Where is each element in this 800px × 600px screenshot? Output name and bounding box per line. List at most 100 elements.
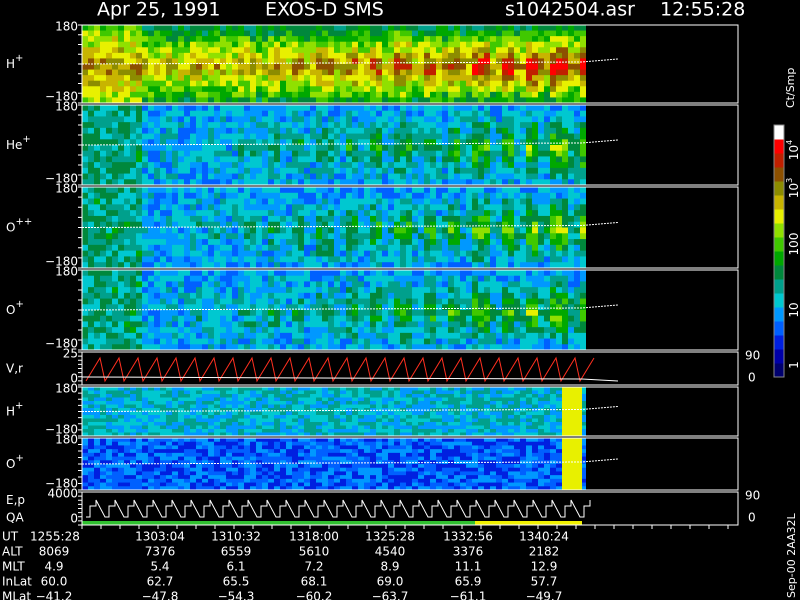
spectrogram-cell <box>358 256 364 263</box>
spectrogram-cell <box>418 127 424 135</box>
spectrogram-cell <box>184 41 190 48</box>
spectrogram-cell <box>94 116 100 123</box>
spectrogram-cell <box>514 192 520 200</box>
spectrogram-cell <box>244 58 250 65</box>
spectrogram-cell <box>496 36 502 43</box>
spectrogram-cell <box>490 281 496 288</box>
spectrogram-cell <box>526 275 532 282</box>
spectrogram-cell <box>142 344 148 351</box>
spectrogram-cell <box>256 187 262 194</box>
spectrogram-cell <box>466 270 472 277</box>
spectrogram-cell <box>490 262 496 269</box>
spectrogram-cell <box>88 145 94 152</box>
spectrogram-cell <box>442 227 448 234</box>
spectrogram-cell <box>460 156 466 163</box>
spectrogram-cell <box>316 292 322 300</box>
spectrogram-cell <box>244 275 250 282</box>
spectrogram-cell <box>112 64 118 71</box>
spectrogram-cell <box>430 162 436 169</box>
spectrogram-cell <box>232 116 238 123</box>
spectrogram-cell <box>262 30 268 37</box>
spectrogram-cell <box>388 133 394 140</box>
spectrogram-cell <box>280 192 286 200</box>
spectrogram-cell <box>346 338 352 345</box>
spectrogram-cell <box>316 227 322 234</box>
spectrogram-cell <box>370 310 376 317</box>
spectrogram-cell <box>382 198 388 205</box>
spectrogram-cell <box>100 394 106 398</box>
spectrogram-cell <box>388 30 394 37</box>
spectrogram-cell <box>430 315 436 322</box>
spectrogram-cell <box>454 287 460 294</box>
spectrogram-cell <box>196 52 202 59</box>
spectrogram-cell <box>544 210 550 217</box>
spectrogram-cell <box>190 58 196 65</box>
spectrogram-cell <box>346 227 352 234</box>
spectrogram-cell <box>226 162 232 169</box>
spectrogram-cell <box>550 221 556 228</box>
spectrogram-cell <box>256 321 262 328</box>
spectrogram-cell <box>94 394 100 398</box>
spectrogram-cell <box>574 221 580 228</box>
spectrogram-cell <box>112 41 118 48</box>
spectrogram-cell <box>328 80 334 87</box>
spectrogram-cell <box>82 233 88 240</box>
spectrogram-cell <box>268 227 274 234</box>
spectrogram-cell <box>514 25 520 32</box>
spectrogram-cell <box>148 69 154 76</box>
spectrogram-cell <box>412 221 418 228</box>
spectrogram-cell <box>340 127 346 135</box>
spectrogram-cell <box>400 327 406 334</box>
spectrogram-cell <box>550 86 556 93</box>
spectrogram-cell <box>310 270 316 277</box>
spectrogram-cell <box>334 250 340 257</box>
spectrogram-cell <box>112 418 118 423</box>
spectrogram-cell <box>364 36 370 43</box>
spectrogram-cell <box>334 270 340 277</box>
spectrogram-cell <box>208 304 214 311</box>
spectrogram-cell <box>406 30 412 37</box>
spectrogram-cell <box>550 91 556 98</box>
spectrogram-cell <box>424 270 430 277</box>
spectrogram-cell <box>466 179 472 186</box>
spectrogram-cell <box>322 204 328 211</box>
spectrogram-cell <box>538 187 544 194</box>
spectrogram-cell <box>238 25 244 32</box>
spectrogram-cell <box>412 250 418 257</box>
spectrogram-cell <box>94 327 100 334</box>
spectrogram-cell <box>430 86 436 93</box>
spectrogram-cell <box>442 327 448 334</box>
spectrogram-cell <box>88 221 94 228</box>
spectrogram-cell <box>82 275 88 282</box>
spectrogram-cell <box>376 215 382 223</box>
spectrogram-cell <box>478 133 484 140</box>
spectrogram-cell <box>106 127 112 135</box>
spectrogram-cell <box>100 198 106 205</box>
spectrogram-cell <box>550 262 556 269</box>
spectrogram-cell <box>166 256 172 263</box>
spectrogram-cell <box>502 250 508 257</box>
spectrogram-cell <box>250 52 256 59</box>
spectrogram-cell <box>322 198 328 205</box>
spectrogram-cell <box>124 394 130 398</box>
spectrogram-cell <box>106 404 112 409</box>
spectrogram-cell <box>94 239 100 246</box>
spectrogram-cell <box>562 167 568 175</box>
spectrogram-cell <box>304 275 310 282</box>
spectrogram-cell <box>412 304 418 311</box>
spectrogram-cell <box>166 250 172 257</box>
spectrogram-cell <box>232 187 238 194</box>
spectrogram-cell <box>568 210 574 217</box>
spectrogram-cell <box>166 156 172 163</box>
spectrogram-cell <box>412 344 418 351</box>
spectrogram-cell <box>376 97 382 104</box>
spectrogram-cell <box>94 332 100 340</box>
spectrogram-cell <box>196 270 202 277</box>
spectrogram-cell <box>526 47 532 54</box>
spectrogram-cell <box>202 25 208 32</box>
spectrogram-cell <box>190 298 196 305</box>
spectrogram-cell <box>208 250 214 257</box>
spectrogram-cell <box>526 287 532 294</box>
spectrogram-cell <box>268 256 274 263</box>
spectrogram-cell <box>544 270 550 277</box>
